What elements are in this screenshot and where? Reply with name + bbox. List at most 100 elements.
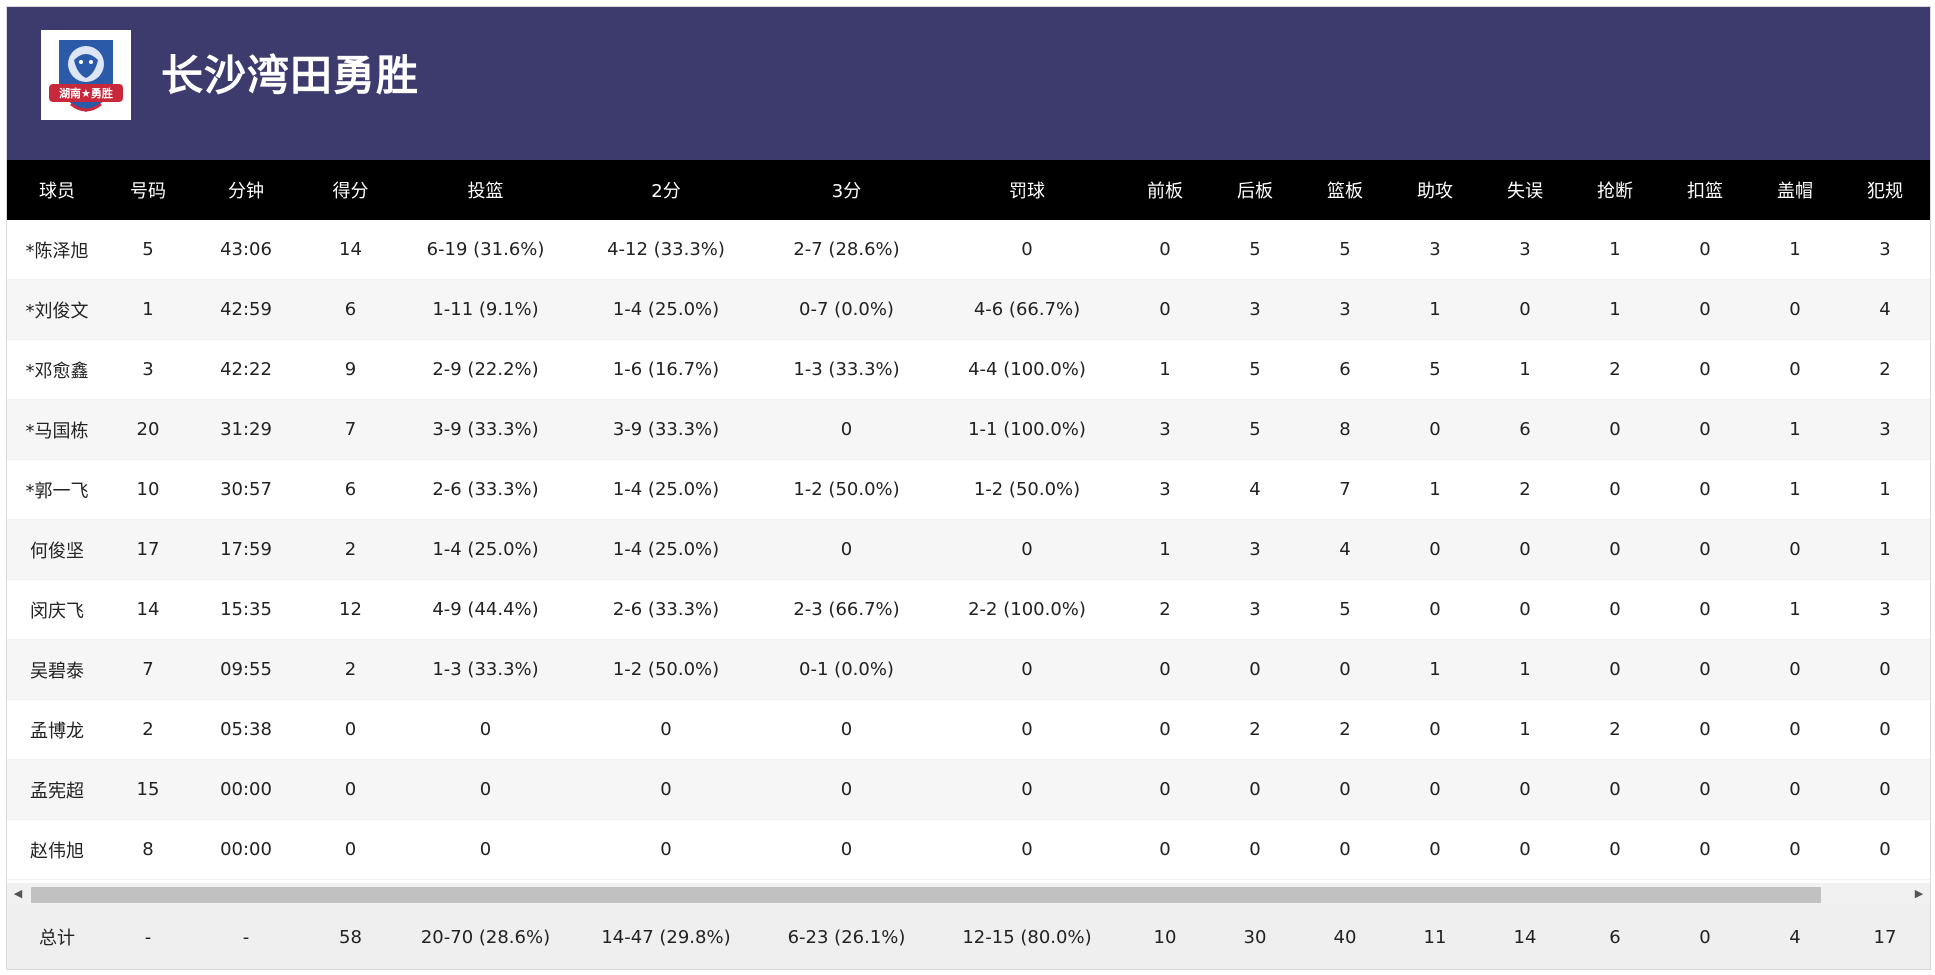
table-row: *邓愈鑫 3 42:22 9 2-9 (22.2%) 1-6 (16.7%) 1-3 (33… xyxy=(7,340,1930,400)
stat-cell: 0 xyxy=(1609,599,1621,620)
horizontal-scrollbar[interactable]: ◀ ▶ xyxy=(7,883,1930,905)
stat-cell: 4 xyxy=(1339,539,1351,560)
stat-cell: 2 xyxy=(1159,599,1171,620)
totals-cell: 14-47 (29.8%) xyxy=(601,926,731,948)
stat-cell: 3 xyxy=(1429,239,1441,260)
totals-cell: 14 xyxy=(1513,926,1537,948)
column-header[interactable]: 扣篮 xyxy=(1687,181,1723,202)
stat-cell: 1 xyxy=(1519,659,1531,680)
column-header[interactable]: 得分 xyxy=(332,181,369,202)
stat-cell: 0 xyxy=(479,779,492,800)
stat-cell: 3 xyxy=(1879,239,1891,260)
stat-cell: 0 xyxy=(840,539,853,560)
stat-cell: 6 xyxy=(1519,419,1531,440)
stat-cell: 2-7 (28.6%) xyxy=(793,239,900,260)
stat-cell: 00:00 xyxy=(220,839,272,860)
stat-cell: 4-12 (33.3%) xyxy=(607,239,725,260)
player-name: 孟宪超 xyxy=(30,780,84,802)
arrow-right-icon[interactable]: ▶ xyxy=(1914,887,1924,900)
stat-cell: 0 xyxy=(1159,839,1171,860)
stat-cell: 0 xyxy=(840,779,853,800)
player-name: *陈泽旭 xyxy=(25,240,89,262)
column-header[interactable]: 后板 xyxy=(1237,181,1273,202)
totals-cell: 30 xyxy=(1243,926,1267,948)
stat-cell: 1-6 (16.7%) xyxy=(612,359,720,380)
table-body: *陈泽旭 5 43:06 14 6-19 (31.6%) 4-12 (33.3%) 2-7 … xyxy=(7,220,1930,880)
totals-cell: 58 xyxy=(339,926,362,948)
box-score-panel: 湖南★勇胜 长沙湾田勇胜 球员 号码 分钟 得分 投篮 2分 3分 罚球 前板 后板 篮板 助攻 失误 抢… xyxy=(6,6,1931,970)
stat-cell: 5 xyxy=(1249,359,1261,380)
totals-cell: 10 xyxy=(1153,926,1177,948)
stat-cell: 1-4 (25.0%) xyxy=(432,539,539,560)
arrow-left-icon[interactable]: ◀ xyxy=(13,887,23,900)
column-header[interactable]: 罚球 xyxy=(1009,181,1045,202)
column-header[interactable]: 抢断 xyxy=(1597,181,1633,202)
stat-cell: 2 xyxy=(1609,719,1621,740)
stat-cell: 0 xyxy=(840,839,853,860)
column-header[interactable]: 分钟 xyxy=(228,181,264,202)
stat-cell: 0 xyxy=(1429,719,1441,740)
stat-cell: 5 xyxy=(1339,239,1351,260)
scroll-thumb[interactable] xyxy=(31,887,1821,903)
totals-cell: - xyxy=(144,926,152,948)
stat-cell: 2-3 (66.7%) xyxy=(793,599,900,620)
column-header[interactable]: 篮板 xyxy=(1327,181,1363,202)
stat-cell: 0 xyxy=(1699,479,1711,500)
stat-cell: 00:00 xyxy=(220,779,272,800)
stat-cell: 14 xyxy=(339,239,362,260)
stat-cell: 0 xyxy=(1699,599,1711,620)
stat-cell: 1 xyxy=(1519,719,1531,740)
stat-cell: 0 xyxy=(1159,719,1171,740)
column-header[interactable]: 3分 xyxy=(831,181,862,202)
column-header[interactable]: 助攻 xyxy=(1417,181,1453,202)
table-row: 赵伟旭 8 00:00 0 0 0 0 0 0 0 0 0 0 0 0 0 0 xyxy=(7,820,1930,880)
table-row: *马国栋 20 31:29 7 3-9 (33.3%) 3-9 (33.3%) 0 1-1 (… xyxy=(7,400,1930,460)
stat-cell: 0 xyxy=(1879,839,1891,860)
table-row: *刘俊文 1 42:59 6 1-11 (9.1%) 1-4 (25.0%) 0-7 (0.… xyxy=(7,280,1930,340)
stat-cell: 0 xyxy=(1021,239,1033,260)
stat-cell: 1 xyxy=(1159,359,1171,380)
stat-cell: 0 xyxy=(1519,539,1531,560)
column-header[interactable]: 球员 xyxy=(39,181,75,202)
totals-row: 总计 - - 58 20-70 (28.6%) 14-47 (29.8%) 6-23 (26… xyxy=(7,905,1930,969)
player-name: 孟博龙 xyxy=(30,720,84,742)
stat-cell: 1 xyxy=(1789,419,1801,440)
stat-cell: 1-11 (9.1%) xyxy=(432,299,539,320)
stat-cell: 0 xyxy=(1021,659,1033,680)
player-name: 闵庆飞 xyxy=(30,600,84,622)
stat-cell: 0 xyxy=(1429,539,1441,560)
totals-cell: 17 xyxy=(1873,926,1897,948)
stat-cell: 0 xyxy=(1429,779,1441,800)
player-name: 吴碧泰 xyxy=(30,660,84,682)
stat-cell: 5 xyxy=(142,239,154,260)
stat-cell: 0 xyxy=(1789,299,1801,320)
stat-cell: 2-2 (100.0%) xyxy=(968,599,1086,620)
stat-cell: 0 xyxy=(1519,299,1531,320)
table-row: *陈泽旭 5 43:06 14 6-19 (31.6%) 4-12 (33.3%) 2-7 … xyxy=(7,220,1930,280)
stat-cell: 42:59 xyxy=(220,299,272,320)
stat-cell: 0-7 (0.0%) xyxy=(799,299,894,320)
column-header[interactable]: 投篮 xyxy=(467,181,504,202)
stat-cell: 1 xyxy=(1879,479,1891,500)
column-header[interactable]: 2分 xyxy=(651,181,681,202)
stat-cell: 5 xyxy=(1249,239,1261,260)
totals-cell: 6-23 (26.1%) xyxy=(787,926,906,948)
stat-cell: 4-9 (44.4%) xyxy=(432,599,539,620)
stat-cell: 17 xyxy=(136,539,160,560)
stat-cell: 05:38 xyxy=(220,719,272,740)
stat-cell: 3 xyxy=(1159,479,1171,500)
column-header[interactable]: 失误 xyxy=(1507,181,1543,202)
stat-cell: 15:35 xyxy=(220,599,272,620)
stat-cell: 20 xyxy=(136,419,160,440)
column-header[interactable]: 号码 xyxy=(130,181,166,202)
stat-cell: 0 xyxy=(1789,659,1801,680)
stat-cell: 1 xyxy=(1159,539,1171,560)
team-header: 湖南★勇胜 长沙湾田勇胜 xyxy=(7,7,1930,160)
stat-cell: 0 xyxy=(1789,359,1801,380)
column-header[interactable]: 前板 xyxy=(1147,181,1183,202)
column-header[interactable]: 犯规 xyxy=(1867,181,1903,202)
totals-cell: 40 xyxy=(1333,926,1357,948)
column-header[interactable]: 盖帽 xyxy=(1777,181,1813,202)
stat-cell: 0 xyxy=(1609,479,1621,500)
player-name: *马国栋 xyxy=(25,420,89,442)
